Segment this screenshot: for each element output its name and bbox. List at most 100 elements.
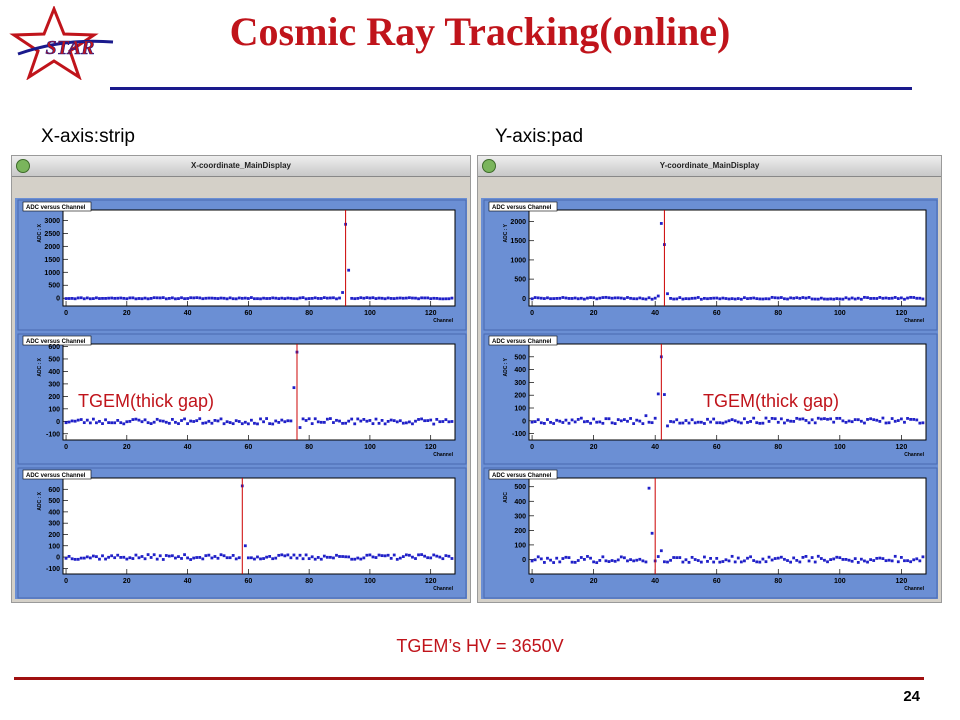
data-point bbox=[295, 297, 299, 301]
data-point bbox=[435, 417, 439, 421]
data-point bbox=[104, 418, 107, 422]
plot-title: ADC versus Channel bbox=[492, 205, 552, 211]
data-point bbox=[896, 419, 900, 422]
data-point bbox=[204, 296, 208, 300]
data-point bbox=[866, 296, 869, 300]
data-point bbox=[341, 291, 344, 294]
hv-label: TGEM’s HV = 3650V bbox=[396, 636, 564, 656]
x-coordinate-window: X-coordinate_MainDisplay ADC versus Chan… bbox=[11, 155, 471, 603]
data-point bbox=[438, 555, 442, 559]
data-point bbox=[313, 296, 317, 300]
data-point bbox=[207, 553, 211, 557]
x-axis-label: Channel bbox=[904, 586, 924, 592]
data-point bbox=[161, 558, 165, 561]
data-point bbox=[798, 296, 802, 300]
data-point bbox=[770, 295, 774, 299]
data-point bbox=[268, 297, 272, 300]
data-point bbox=[733, 419, 737, 423]
data-point bbox=[183, 553, 186, 557]
plot-frame bbox=[62, 209, 456, 307]
data-point bbox=[164, 420, 168, 424]
data-point bbox=[872, 559, 876, 562]
data-point bbox=[374, 417, 378, 421]
x-tick-label: 100 bbox=[834, 310, 846, 317]
data-point bbox=[131, 557, 135, 560]
data-point bbox=[890, 559, 894, 563]
data-point bbox=[392, 297, 396, 300]
y-window-titlebar[interactable]: Y-coordinate_MainDisplay bbox=[478, 156, 941, 177]
chart-right-2: ADC versus Channel 0 100 200 300 400 500 0 20 40 6… bbox=[483, 467, 938, 599]
data-point bbox=[426, 419, 430, 422]
data-point bbox=[119, 296, 123, 300]
data-point bbox=[656, 294, 660, 298]
data-point bbox=[271, 422, 275, 426]
data-point bbox=[259, 557, 262, 561]
data-point bbox=[835, 555, 839, 559]
y-tick-label: -100 bbox=[512, 431, 526, 438]
data-point bbox=[195, 419, 199, 423]
data-point bbox=[764, 416, 768, 420]
x-tick-label: 60 bbox=[713, 578, 721, 585]
data-point bbox=[696, 420, 700, 424]
data-point bbox=[663, 560, 666, 564]
data-point bbox=[613, 559, 617, 563]
data-point bbox=[82, 556, 86, 560]
plot-title-box bbox=[488, 335, 558, 346]
data-point bbox=[859, 557, 863, 561]
x-window-titlebar[interactable]: X-coordinate_MainDisplay bbox=[12, 156, 470, 177]
data-point bbox=[650, 421, 654, 425]
x-tick-label: 80 bbox=[774, 444, 782, 451]
data-point bbox=[853, 418, 857, 422]
data-point bbox=[570, 297, 574, 300]
data-point bbox=[619, 419, 623, 423]
data-point bbox=[67, 297, 71, 300]
data-point bbox=[298, 426, 302, 429]
data-point bbox=[67, 554, 71, 558]
data-point bbox=[798, 417, 802, 421]
data-point bbox=[610, 296, 614, 300]
data-point bbox=[420, 417, 423, 421]
data-point bbox=[447, 554, 451, 558]
data-point bbox=[128, 419, 132, 423]
data-point bbox=[727, 419, 731, 423]
x-tick-label: 60 bbox=[713, 310, 721, 317]
data-point bbox=[395, 557, 399, 561]
data-point bbox=[234, 419, 238, 423]
data-point bbox=[743, 559, 746, 563]
chart-left-1: ADC versus Channel-100010020030040050060… bbox=[17, 333, 467, 465]
data-point bbox=[709, 556, 712, 560]
data-point bbox=[271, 557, 275, 561]
data-point bbox=[783, 421, 786, 425]
data-point bbox=[536, 296, 540, 300]
y-axis-label: ADC bbox=[503, 492, 509, 503]
data-point bbox=[450, 420, 454, 423]
data-point bbox=[219, 553, 223, 557]
y-tick-label: 2000 bbox=[44, 244, 60, 251]
data-point bbox=[841, 419, 845, 423]
data-point bbox=[773, 296, 777, 300]
data-point bbox=[789, 296, 792, 300]
data-point bbox=[878, 296, 882, 299]
data-point bbox=[623, 556, 626, 560]
star-logo-swoosh bbox=[17, 39, 114, 56]
data-point bbox=[703, 555, 706, 559]
y-tick-label: 0 bbox=[56, 296, 60, 303]
x-tick-label: 40 bbox=[184, 444, 192, 451]
data-point bbox=[807, 559, 811, 563]
data-point bbox=[875, 418, 879, 422]
chart-left-2: ADC versus Channel-100010020030040050060… bbox=[17, 467, 467, 599]
x-tick-label: 0 bbox=[64, 310, 68, 317]
data-point bbox=[530, 559, 534, 563]
data-point bbox=[383, 297, 387, 301]
data-point bbox=[411, 422, 414, 426]
x-tick-label: 80 bbox=[774, 310, 782, 317]
data-point bbox=[347, 555, 351, 559]
x-tick-label: 0 bbox=[530, 310, 534, 317]
data-point bbox=[875, 556, 879, 560]
data-point bbox=[441, 420, 445, 423]
data-point bbox=[533, 420, 537, 424]
y-tick-label: 1500 bbox=[510, 238, 526, 245]
data-point bbox=[767, 555, 771, 559]
data-point bbox=[798, 560, 802, 564]
data-point bbox=[216, 419, 220, 423]
